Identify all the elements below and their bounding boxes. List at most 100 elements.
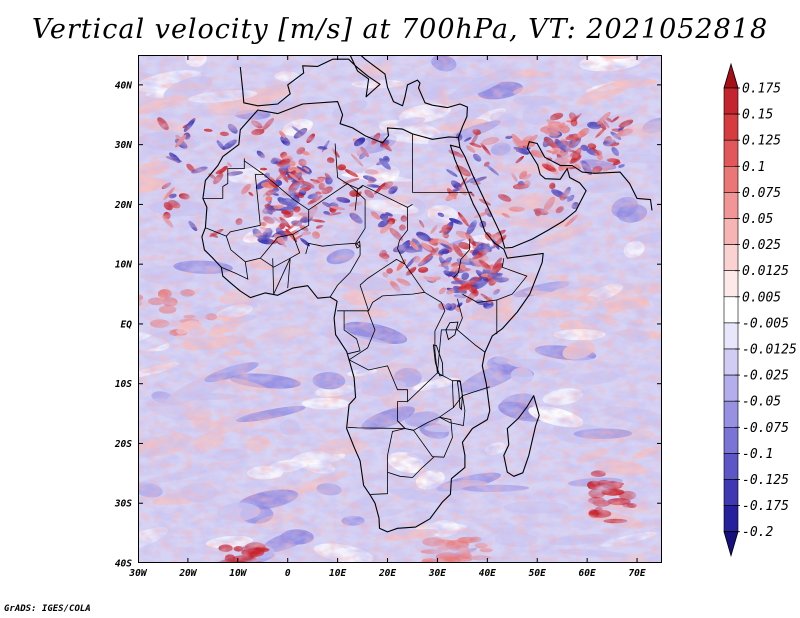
lake-malawi (456, 380, 463, 411)
colorbar-box (723, 87, 739, 115)
lon-label-70e: 70E (628, 568, 645, 579)
grads-credit: GrADS: IGES/COLA (4, 604, 91, 614)
colorbar-box (723, 139, 739, 167)
border-uganda-kenya (457, 298, 463, 331)
lon-label-30w: 30W (128, 568, 147, 579)
colorbar-box (723, 505, 739, 533)
border-libya-chad (354, 184, 413, 211)
colorbar-label: -0.125 (742, 473, 789, 488)
lon-label-0: 0 (285, 568, 291, 579)
border-algeria-libya (334, 143, 363, 190)
border-nigeria-cameroon (329, 246, 361, 298)
lon-label-60e: 60E (579, 568, 596, 579)
border-malawi (439, 380, 466, 426)
colorbar-label: -0.025 (742, 369, 789, 384)
lat-label-10n: 10N (115, 260, 132, 271)
colorbar-label: 0.1 (742, 160, 765, 175)
colorbar-box (723, 322, 739, 350)
map-panel (138, 55, 662, 563)
lon-label-10e: 10E (329, 568, 346, 579)
vertical-velocity-map (138, 55, 662, 563)
latitude-labels: 40N 30N 20N 10N EQ 10S 20S 30S 40S (114, 80, 132, 569)
colorbar-box (723, 244, 739, 272)
axis-tick-marks (138, 55, 662, 563)
border-namibia-north (387, 428, 414, 456)
border-burkina (260, 234, 301, 268)
colorbar-boxes (723, 62, 739, 558)
border-car (359, 258, 426, 311)
border-zimbabwe (413, 416, 453, 458)
colorbar-label: 0.0125 (742, 264, 789, 279)
border-chad-sudan (397, 207, 408, 265)
colorbar-label: -0.2 (742, 525, 773, 540)
lat-label-eq: EQ (121, 319, 133, 330)
colorbar-label: -0.075 (742, 421, 789, 436)
border-botswana-sa (387, 456, 435, 478)
colorbar-label: -0.0125 (742, 343, 797, 358)
border-ethiopia-kenya (462, 293, 497, 303)
colorbar-box (723, 192, 739, 219)
colorbar-label: 0.15 (742, 108, 773, 123)
border-drc (348, 291, 446, 403)
colorbar-box (723, 348, 739, 376)
colorbar-box (723, 453, 739, 480)
colorbar-label: 0.075 (742, 186, 781, 201)
country-borders (202, 133, 528, 496)
border-guinea (221, 261, 249, 280)
lon-label-10w: 10W (229, 568, 247, 579)
colorbar-label: 0.05 (742, 212, 773, 227)
lon-label-50e: 50E (529, 568, 546, 579)
colorbar-top-arrow (723, 62, 739, 89)
colorbar-label: 0.025 (742, 238, 781, 253)
lakes (355, 240, 463, 411)
colorbar-label: 0.125 (742, 134, 781, 149)
lon-label-30e: 30E (428, 568, 446, 579)
border-gabon-congo (343, 310, 361, 355)
colorbar-label: -0.005 (742, 316, 789, 331)
lat-label-20n: 20N (114, 200, 132, 211)
colorbar-label: -0.05 (742, 395, 781, 410)
lat-label-20s: 20S (114, 439, 132, 450)
colorbar-bottom-arrow (723, 531, 739, 558)
border-mali (225, 174, 310, 263)
chart-title: Vertical velocity [m/s] at 700hPa, VT: 2… (31, 14, 769, 45)
arabia-coastline (459, 141, 653, 249)
lake-chad (355, 240, 361, 249)
lake-tanganyika (432, 344, 444, 377)
lon-label-20e: 20E (378, 568, 396, 579)
border-cameroon-south (337, 284, 370, 312)
lon-label-20w: 20W (178, 568, 197, 579)
africa-coastline (201, 101, 544, 533)
colorbar-label: -0.1 (742, 447, 773, 462)
colorbar-box (723, 426, 739, 454)
border-western-sahara (202, 158, 245, 199)
colorbar-box (723, 374, 739, 402)
colorbar-label: 0.175 (742, 82, 781, 97)
colorbar-box (723, 479, 739, 506)
border-ghana (272, 258, 291, 295)
lat-label-40n: 40N (115, 80, 132, 91)
lon-label-40e: 40E (479, 568, 496, 579)
velocity-texture-up (138, 55, 662, 563)
lat-label-30n: 30N (114, 140, 132, 151)
colorbar-labels: 0.175 0.15 0.125 0.1 0.075 0.05 0.025 0.0125 0.0… (735, 82, 797, 540)
europe-coastline (239, 55, 468, 138)
coastlines (201, 55, 653, 533)
colorbar-box (723, 218, 739, 245)
colorbar-label: -0.175 (742, 499, 789, 514)
colorbar-box (723, 400, 739, 428)
lat-label-30s: 30S (114, 499, 132, 510)
colorbar-box (723, 270, 739, 298)
lake-victoria (445, 321, 459, 341)
lat-label-40s: 40S (115, 559, 132, 570)
longitude-labels: 30W 20W 10W 0 10E 20E 30E 40E 50E 60E 70E (128, 568, 645, 579)
lat-label-10s: 10S (115, 379, 132, 390)
madagascar-coastline (503, 395, 540, 477)
map-frame (138, 55, 662, 563)
border-botswana-namibia (370, 455, 388, 496)
border-niger-nigeria (305, 242, 356, 255)
colorbar-box (723, 296, 739, 324)
colorbar-box (723, 166, 739, 193)
border-sudan-ethiopia (453, 238, 471, 278)
border-ethiopia-somalia (496, 258, 528, 335)
